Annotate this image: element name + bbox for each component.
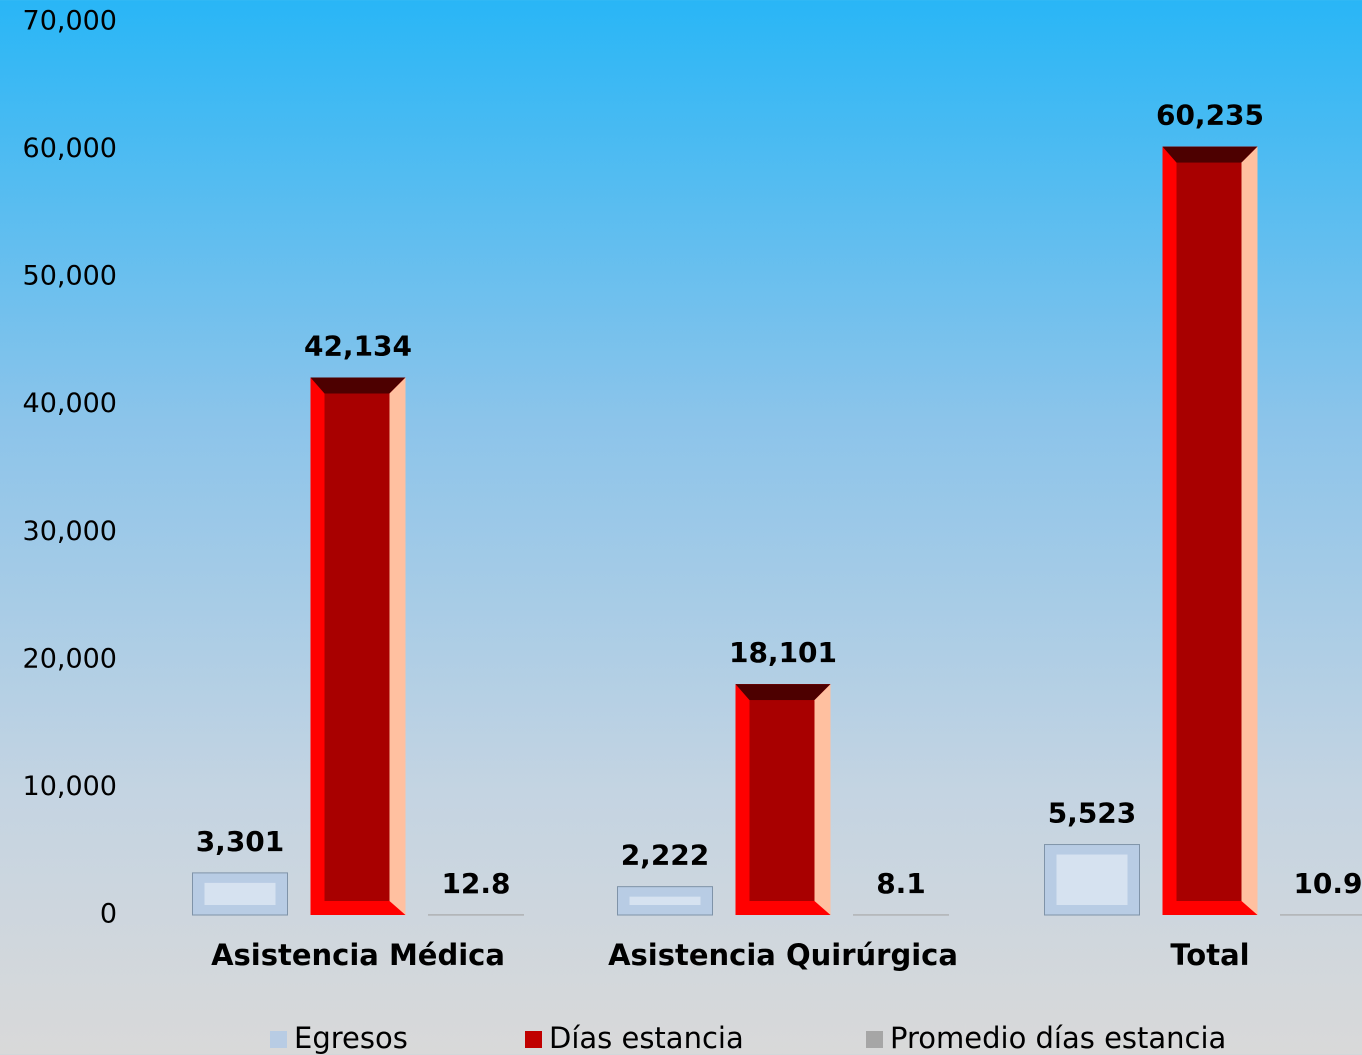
- bar-bevel: [1176, 162, 1242, 902]
- data-label: 2,222: [621, 839, 710, 872]
- bar-bevel: [1162, 146, 1258, 163]
- bar-bevel: [629, 896, 701, 905]
- x-tick-label: Total: [1170, 938, 1249, 972]
- y-tick-label: 10,000: [23, 771, 117, 802]
- y-tick-label: 70,000: [23, 6, 117, 37]
- bar-bevel: [735, 684, 831, 701]
- y-tick-label: 50,000: [23, 261, 117, 292]
- y-tick-label: 20,000: [23, 643, 117, 674]
- x-tick-label: Asistencia Quirúrgica: [608, 938, 958, 972]
- data-label: 18,101: [729, 636, 837, 669]
- y-tick-label: 60,000: [23, 133, 117, 164]
- data-label: 8.1: [876, 867, 926, 900]
- bar-bevel: [749, 700, 815, 901]
- data-label: 10.9: [1293, 867, 1362, 900]
- y-tick-label: 0: [100, 899, 117, 930]
- y-tick-label: 30,000: [23, 516, 117, 547]
- x-tick-label: Asistencia Médica: [211, 938, 505, 972]
- bar-bevel: [389, 377, 406, 915]
- data-label: 60,235: [1156, 99, 1264, 132]
- data-label: 5,523: [1048, 797, 1137, 830]
- bar-bevel: [1056, 854, 1128, 905]
- bar-bevel: [324, 393, 390, 901]
- bar-bevel: [310, 377, 406, 394]
- legend-label: Días estancia: [549, 1021, 744, 1055]
- legend-swatch: [270, 1031, 287, 1048]
- data-label: 12.8: [441, 867, 510, 900]
- legend-swatch: [866, 1031, 883, 1048]
- bar-bevel: [204, 882, 276, 905]
- legend-swatch: [525, 1031, 542, 1048]
- data-label: 3,301: [196, 825, 285, 858]
- legend-label: Egresos: [294, 1021, 408, 1055]
- legend-label: Promedio días estancia: [890, 1021, 1226, 1055]
- y-tick-label: 40,000: [23, 388, 117, 419]
- bar-bevel: [1241, 146, 1258, 916]
- data-label: 42,134: [304, 329, 412, 362]
- bar-bevel: [814, 684, 831, 915]
